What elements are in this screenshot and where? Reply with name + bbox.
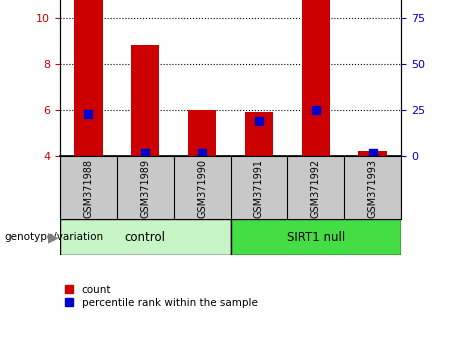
Bar (188, 110, 216, 156)
Point (312, 107, 319, 113)
Text: ▶: ▶ (47, 230, 59, 244)
Bar (301, 0, 330, 156)
Bar (74, 0, 102, 156)
Bar (358, 151, 387, 156)
Bar (230, 219, 401, 255)
Legend: count, percentile rank within the sample: count, percentile rank within the sample (65, 285, 258, 308)
Point (255, 118, 263, 124)
Text: control: control (125, 231, 165, 244)
Text: GSM371991: GSM371991 (254, 159, 264, 218)
Text: GSM371990: GSM371990 (197, 159, 207, 218)
Point (85, 112, 92, 117)
Point (198, 151, 206, 156)
Bar (60, 219, 230, 255)
Bar (131, 45, 160, 156)
Text: genotype/variation: genotype/variation (5, 232, 104, 242)
Bar (245, 112, 273, 156)
Text: SIRT1 null: SIRT1 null (287, 231, 345, 244)
Text: GSM371993: GSM371993 (367, 159, 378, 218)
Text: GSM371992: GSM371992 (311, 159, 321, 218)
Text: GSM371988: GSM371988 (83, 159, 94, 218)
Point (369, 151, 376, 156)
Text: GSM371989: GSM371989 (140, 159, 150, 218)
Point (142, 151, 149, 156)
